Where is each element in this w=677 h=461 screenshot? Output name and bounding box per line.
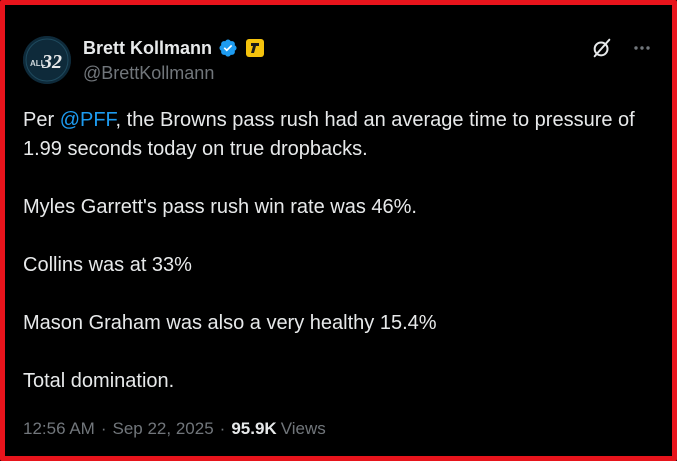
affiliate-badge-icon[interactable] (246, 39, 265, 57)
post-date[interactable]: Sep 22, 2025 (112, 419, 214, 438)
meta-separator: · (100, 419, 107, 438)
tweet-meta: 12:56 AM · Sep 22, 2025 · 95.9K Views (23, 418, 326, 440)
post-time[interactable]: 12:56 AM (23, 419, 95, 438)
tweet-line-2: Myles Garrett's pass rush win rate was 4… (23, 196, 417, 218)
grok-icon (593, 38, 611, 58)
line1-prefix: Per (23, 109, 60, 131)
more-button[interactable] (630, 36, 654, 60)
verified-badge-icon[interactable] (218, 38, 238, 58)
more-icon (634, 46, 650, 50)
mention-link[interactable]: @PFF (59, 109, 116, 131)
avatar-logo: ALL 32 (23, 36, 71, 84)
tweet-line-3: Collins was at 33% (23, 254, 192, 276)
avatar-small-text: ALL (30, 59, 46, 68)
avatar[interactable]: ALL 32 (23, 36, 71, 84)
affiliate-logo-icon (251, 43, 260, 53)
avatar-big-text: 32 (41, 51, 62, 73)
author-display-name[interactable]: Brett Kollmann (83, 38, 213, 58)
line1-suffix: , the Browns pass rush had an average ti… (23, 109, 635, 160)
views-label: Views (280, 419, 326, 438)
tweet-line-5: Total domination. (23, 370, 175, 392)
meta-separator-2: · (219, 419, 226, 438)
author-name-row: Brett Kollmann (83, 37, 265, 59)
grok-button[interactable] (590, 36, 614, 60)
tweet-text: Per @PFF, the Browns pass rush had an av… (23, 106, 658, 396)
top-actions (590, 36, 654, 60)
tweet-line-4: Mason Graham was also a very healthy 15.… (23, 312, 437, 334)
views-count: 95.9K (231, 419, 277, 438)
tweet-line-1: Per @PFF, the Browns pass rush had an av… (23, 106, 658, 164)
author-handle[interactable]: @BrettKollmann (83, 63, 215, 83)
